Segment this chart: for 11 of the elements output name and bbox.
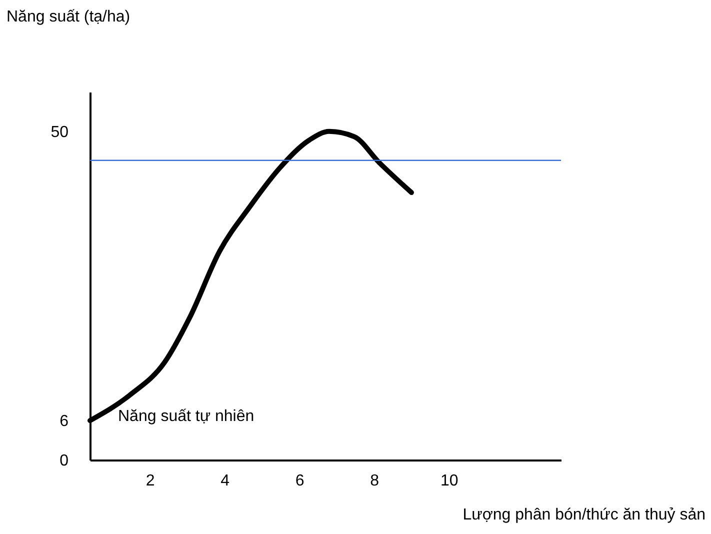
x-tick-label: 2	[146, 472, 155, 490]
x-tick-label: 8	[370, 472, 380, 490]
x-tick-label: 6	[295, 472, 304, 490]
annotation: Năng suất tự nhiên	[118, 408, 254, 425]
x-tick-label: 4	[220, 472, 230, 490]
y-axis-title: Năng suất (tạ/ha)	[6, 8, 130, 26]
y-tick-label: 50	[50, 124, 69, 141]
y-tick-label: 0	[60, 452, 69, 470]
y-tick-label: 6	[60, 413, 69, 430]
x-tick-label: 10	[440, 472, 458, 490]
x-axis-title: Lượng phân bón/thức ăn thuỷ sản	[462, 506, 706, 524]
